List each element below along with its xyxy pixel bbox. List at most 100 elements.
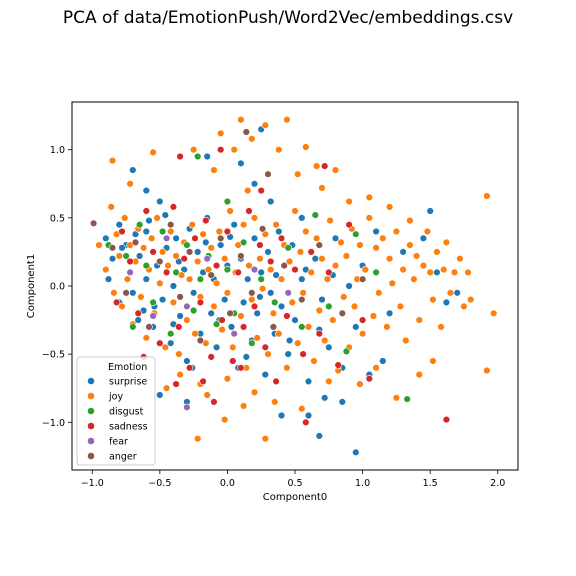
point-joy [302, 143, 310, 151]
figure-title: PCA of data/EmotionPush/Word2Vec/embeddi… [62, 8, 514, 28]
point-disgust [352, 230, 360, 238]
point-joy [415, 316, 423, 324]
point-joy [215, 227, 224, 236]
point-joy [298, 405, 306, 413]
point-joy [223, 289, 232, 297]
point-joy [221, 415, 229, 424]
point-anger [338, 309, 346, 317]
point-surprise [115, 221, 124, 229]
point-joy [356, 380, 364, 388]
point-joy [372, 364, 380, 372]
y-axis: −1.0 −0.5 0.0 0.5 1.0 [42, 145, 72, 429]
point-joy [142, 334, 151, 342]
point-joy [149, 148, 157, 157]
point-surprise [156, 197, 164, 206]
point-sadness [191, 234, 199, 243]
point-sadness [234, 268, 242, 277]
point-surprise [275, 227, 283, 236]
point-sadness [267, 257, 275, 266]
point-joy [302, 227, 310, 236]
point-surprise [304, 411, 313, 420]
point-anger [185, 248, 194, 256]
point-joy [356, 241, 364, 249]
point-joy [342, 252, 351, 260]
point-joy [299, 289, 307, 297]
point-joy [239, 402, 248, 410]
point-joy [350, 302, 359, 311]
point-surprise [161, 211, 170, 219]
point-sadness [307, 248, 315, 256]
point-joy [429, 295, 437, 304]
point-surprise [257, 268, 265, 277]
point-disgust [194, 152, 202, 161]
point-surprise [291, 316, 299, 324]
point-joy [275, 330, 283, 338]
point-surprise [272, 271, 280, 279]
point-sadness [210, 398, 218, 406]
point-joy [126, 180, 134, 188]
point-joy [429, 357, 437, 365]
point-surprise [202, 238, 210, 247]
legend-marker-sadness [87, 422, 95, 430]
point-joy [250, 214, 259, 222]
point-surprise [145, 216, 153, 225]
point-joy [230, 146, 238, 154]
point-sadness [156, 339, 164, 347]
point-joy [188, 221, 197, 229]
point-sadness [112, 298, 121, 307]
point-sadness [277, 234, 286, 243]
point-disgust [239, 238, 248, 247]
point-joy [426, 268, 434, 277]
legend-label-fear: fear [109, 437, 128, 448]
legend-items: surprise joy disgust sadness fear anger [87, 377, 148, 463]
point-disgust [284, 244, 292, 252]
point-joy [248, 295, 256, 304]
point-sadness [126, 257, 134, 266]
point-joy [237, 115, 245, 124]
point-surprise [311, 255, 319, 263]
point-disgust [196, 275, 205, 283]
point-fear [230, 330, 238, 338]
point-joy [261, 121, 269, 129]
point-surprise [372, 227, 380, 236]
point-sadness [229, 357, 237, 365]
point-anger [226, 309, 234, 317]
point-surprise [158, 295, 167, 304]
point-joy [256, 255, 264, 263]
point-surprise [318, 295, 326, 304]
x-tick-label: 1.0 [355, 478, 370, 489]
point-anger [156, 257, 164, 266]
point-anger [269, 323, 278, 331]
point-sadness [345, 221, 353, 229]
point-sadness [180, 255, 188, 263]
point-joy [325, 377, 333, 386]
point-joy [399, 265, 407, 274]
point-surprise [267, 197, 275, 206]
point-joy [437, 323, 445, 331]
point-sadness [302, 418, 310, 426]
point-joy [329, 316, 337, 324]
point-surprise [217, 241, 225, 249]
point-surprise [298, 275, 306, 283]
point-fear [183, 403, 191, 411]
legend-label-sadness: sadness [109, 422, 148, 433]
point-joy [108, 156, 117, 165]
point-sadness [185, 364, 194, 372]
point-joy [396, 302, 405, 311]
point-disgust [129, 323, 137, 331]
point-anger [358, 275, 367, 283]
point-disgust [135, 221, 144, 229]
point-joy [318, 184, 326, 192]
point-surprise [207, 309, 215, 317]
legend-box [76, 356, 156, 466]
point-disgust [372, 268, 380, 277]
point-joy [253, 334, 261, 342]
point-sadness [245, 207, 253, 215]
point-joy [440, 265, 448, 274]
point-joy [467, 295, 475, 304]
point-disgust [342, 347, 351, 356]
point-anger [176, 293, 184, 301]
point-surprise [142, 227, 151, 236]
point-joy [490, 309, 498, 317]
